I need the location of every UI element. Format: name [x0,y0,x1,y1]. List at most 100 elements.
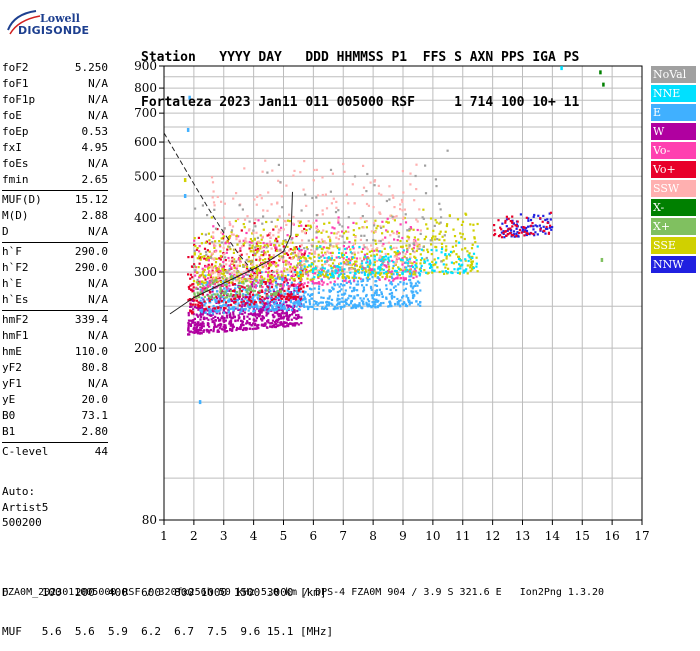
param-separator [2,190,108,191]
echo-point [208,305,211,309]
echo-point [525,233,528,236]
echo-point [247,313,250,316]
echo-point [285,321,288,324]
echo-point [260,317,263,320]
echo-point [229,294,232,297]
echo-point [192,286,195,289]
param-name: yE [2,393,16,406]
param-name: C-level [2,445,49,458]
echo-point [328,297,331,300]
echo-point [334,269,337,272]
echo-point [499,234,502,237]
echo-point [187,273,190,276]
echo-point [267,304,270,307]
echo-point [350,257,354,260]
echo-point [193,263,196,266]
echo-point [308,302,312,306]
echo-point [209,329,212,332]
echo-point [469,223,472,226]
echo-point [285,312,288,315]
echo-point [402,301,406,304]
echo-point [549,211,553,214]
echo-point [525,226,528,230]
echo-point [261,290,264,293]
echo-point [388,300,392,303]
echo-point [319,267,322,270]
echo-point [445,263,448,266]
echo-point [369,181,372,184]
echo-point [347,226,350,229]
param-value: 290.0 [74,261,108,274]
echo-point [368,272,371,275]
echo-point [268,262,272,265]
echo-point [291,237,294,240]
param-name: yF1 [2,377,22,390]
echo-point [292,248,295,251]
echo-point [471,267,474,270]
echo-point [253,222,256,225]
echo-point [401,271,404,274]
echo-point [385,287,388,290]
echo-point [274,239,277,242]
echo-point [194,303,197,306]
echo-point [223,253,226,256]
echo-point [505,234,508,237]
echo-point [312,303,315,306]
echo-point [373,184,376,187]
echo-point [344,247,347,251]
echo-point [329,289,332,293]
echo-point [392,217,395,220]
echo-point [412,247,415,250]
distance-row: D 100 200 400 600 800 1000 1500 3000 [km… [2,586,327,599]
echo-point [362,247,365,250]
echo-point [212,242,215,245]
param-value: N/A [88,109,108,122]
echo-point [551,226,554,229]
echo-point [210,294,213,297]
echo-point [195,306,198,309]
echo-point [207,259,210,262]
echo-point [265,267,268,270]
echo-point [193,324,196,327]
echo-point [330,267,333,270]
echo-point [415,259,418,262]
echo-point [327,251,330,254]
echo-point [248,289,251,292]
x-tick-label: 7 [339,529,347,543]
echo-point [203,303,206,307]
param-row-ye: yE 20.0 [2,392,108,408]
echo-point [217,272,220,276]
echo-point [216,195,219,198]
echo-point [308,270,311,273]
echo-point [381,295,384,298]
echo-point [210,235,213,238]
echo-point [260,298,263,301]
echo-point [228,289,231,292]
echo-point [297,252,300,255]
echo-point [274,277,277,280]
echo-point [246,301,249,304]
echo-point [215,306,218,309]
echo-point [339,283,342,286]
echo-point [388,292,391,296]
echo-point [365,293,368,297]
param-name: foF1p [2,93,36,106]
echo-point [230,229,234,232]
legend-item-noval: NoVal [651,66,696,83]
echo-point [286,283,289,286]
echo-point [237,314,240,317]
echo-point [360,234,363,237]
echo-point [461,220,465,223]
echo-point [239,311,242,314]
param-row-md: M(D) 2.88 [2,208,108,224]
echo-point [414,264,417,267]
echo-point [293,277,296,281]
echo-point [266,320,269,323]
echo-point [380,259,384,262]
x-tick-label: 2 [190,529,198,543]
echo-point [299,301,302,304]
echo-point [208,301,211,304]
param-row-hmf1: hmF1 N/A [2,328,108,344]
echo-point [311,293,314,296]
echo-point [378,272,381,275]
